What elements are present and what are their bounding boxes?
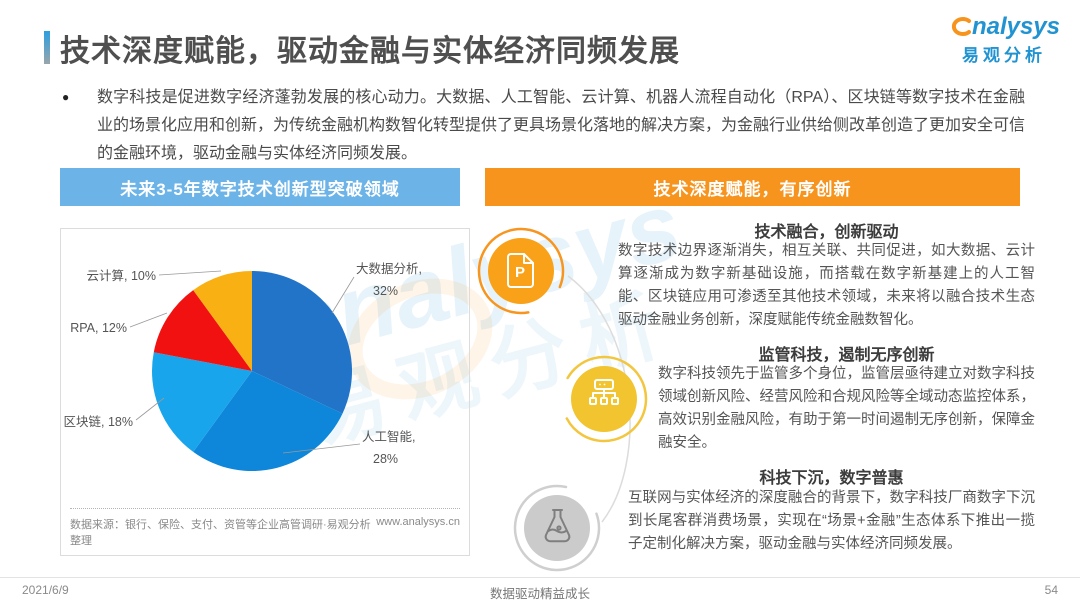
chart-source-row: 数据来源：银行、保险、支付、资管等企业高管调研·易观分析整理 www.analy… [70, 508, 460, 548]
analysys-logo: nalysys 易观分析 [938, 14, 1070, 66]
title-accent-bar [44, 31, 50, 64]
pie-chart-panel: 大数据分析, 32% 人工智能, 28% 区块链, 18% RPA, 12% 云计算, 10… [60, 228, 470, 556]
bullet-icon: ● [62, 90, 70, 104]
pie-label-RPA: RPA, 12% [70, 321, 127, 335]
pie-label-leader-line [282, 443, 361, 454]
page-title: 技术深度赋能，驱动金融与实体经济同频发展 [60, 35, 680, 68]
pie-label-大数据分析: 大数据分析, 32% [356, 261, 422, 298]
pie-label-区块链: 区块链, 18% [64, 414, 133, 429]
website-text: www.analysys.cn [376, 516, 460, 528]
logo-brand: nalysys [938, 14, 1070, 40]
section-title-tech-inclusion: 科技下沉，数字普惠 [759, 470, 904, 487]
right-panel-header: 技术深度赋能，有序创新 [485, 168, 1020, 206]
pie-label-leader-line [135, 397, 165, 421]
footer-page-number: 54 [1044, 583, 1058, 597]
pie-slice-大数据分析 [252, 271, 352, 414]
flowchart-icon [560, 355, 648, 443]
pie-slice-云计算 [193, 271, 252, 371]
pie-slice-人工智能 [193, 371, 343, 471]
footer-date: 2021/6/9 [22, 583, 69, 597]
left-panel-header: 未来3-5年数字技术创新型突破领域 [60, 168, 460, 206]
pie-slice-RPA [153, 290, 252, 371]
section-body-tech-fusion: 数字技术边界逐渐消失，相互关联、共同促进，如大数据、云计算逐渐成为数字新基础设施… [618, 243, 1035, 328]
document-p-icon: P [477, 227, 565, 315]
pie-label-人工智能: 人工智能, 28% [362, 429, 415, 466]
intro-text: 数字科技是促进数字经济蓬勃发展的核心动力。大数据、人工智能、云计算、机器人流程自… [97, 89, 1026, 162]
flask-icon [513, 484, 601, 572]
logo-a-swirl-icon [951, 17, 971, 36]
section-body-tech-inclusion: 互联网与实体经济的深度融合的背景下，数字科技厂商数字下沉到长尾客群消费场景，实现… [628, 490, 1035, 552]
chart-source-note: 数据来源：银行、保险、支付、资管等企业高管调研·易观分析整理 [70, 519, 371, 547]
pie-label-leader-line [129, 312, 168, 328]
logo-brand-rest: nalysys [971, 13, 1061, 40]
section-title-regtech: 监管科技，遏制无序创新 [758, 347, 935, 364]
pie-chart: 大数据分析, 32% 人工智能, 28% 区块链, 18% RPA, 12% 云计算, 10… [64, 261, 422, 471]
pie-slice-区块链 [151, 352, 252, 452]
logo-brand-cn: 易观分析 [962, 46, 1046, 65]
footer-divider [0, 577, 1080, 578]
section-title-tech-fusion: 技术融合，创新驱动 [754, 224, 899, 241]
pie-label-leader-line [331, 276, 355, 314]
pie-label-leader-line [158, 270, 222, 276]
svg-text:P: P [515, 264, 525, 281]
pie-label-云计算: 云计算, 10% [87, 268, 156, 283]
section-body-regtech: 数字科技领先于监管多个身位，监管层亟待建立对数字科技领域创新风险、经营风险和合规… [658, 366, 1035, 451]
footer-slogan: 数据驱动精益成长 [489, 587, 590, 601]
